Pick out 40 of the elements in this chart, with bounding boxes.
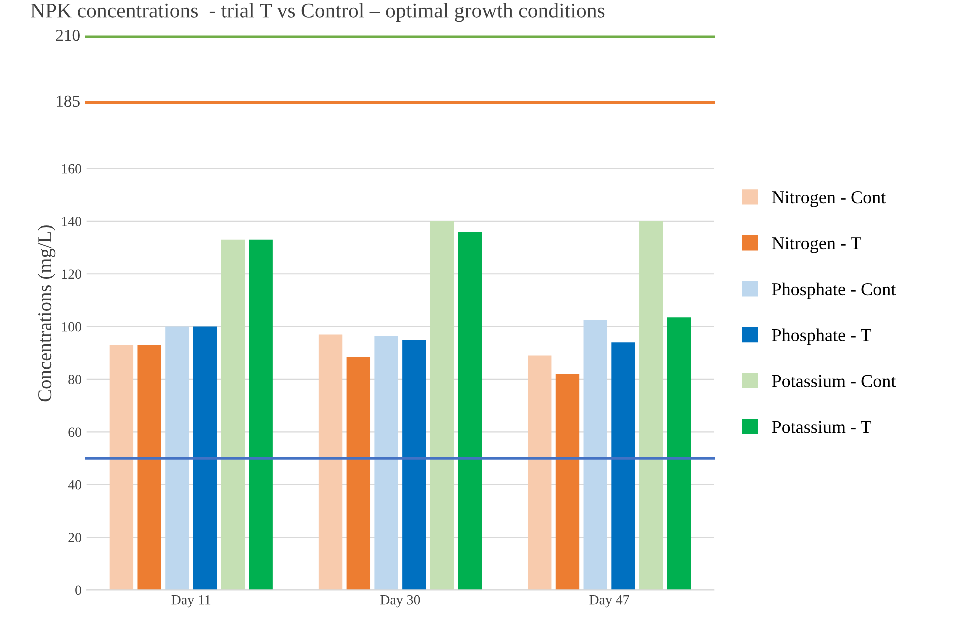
chart-title: NPK concentrations - trial T vs Control – optimal growth conditions <box>30 3 605 22</box>
bar <box>667 318 692 590</box>
legend-label: Potassium - Cont <box>772 375 896 388</box>
y-tick-label: 20 <box>68 533 82 542</box>
x-tick-label: Day 11 <box>172 595 211 608</box>
bar <box>346 357 371 590</box>
bar <box>430 221 454 590</box>
bar <box>166 326 190 590</box>
legend-label: Potassium - T <box>772 421 872 434</box>
legend-label: Phosphate - T <box>772 328 872 346</box>
bar <box>374 336 398 590</box>
bar <box>249 240 273 590</box>
y-tick-label: 80 <box>68 375 82 384</box>
y-axis-title: Concentrations (mg/L) <box>38 226 56 402</box>
legend-label: Phosphate - Cont <box>772 282 896 300</box>
y-tick-label: 140 <box>62 217 82 226</box>
y-tick-label: 0 <box>76 586 82 596</box>
y-tick-label: 40 <box>68 480 82 490</box>
bar <box>612 342 636 590</box>
bar <box>402 340 426 590</box>
y-tick-label: 100 <box>62 322 82 332</box>
bar <box>110 345 134 590</box>
bar <box>640 221 664 590</box>
ref-line-label: 210 <box>56 30 80 42</box>
ref-line-label: 185 <box>57 96 80 108</box>
legend-label: Nitrogen - T <box>772 237 862 254</box>
bar <box>528 356 552 590</box>
bar <box>584 320 608 590</box>
bar <box>556 374 580 590</box>
bar <box>318 334 343 590</box>
bar <box>138 345 162 590</box>
y-tick-label: 160 <box>62 164 82 174</box>
bar <box>221 240 246 590</box>
x-tick-label: Day 30 <box>380 595 420 608</box>
bar <box>458 232 482 590</box>
y-tick-label: 60 <box>68 428 82 438</box>
bar <box>193 326 218 590</box>
legend-label: Nitrogen - Cont <box>772 192 886 208</box>
y-tick-label: 120 <box>62 270 82 280</box>
x-tick-label: Day 47 <box>590 596 630 608</box>
